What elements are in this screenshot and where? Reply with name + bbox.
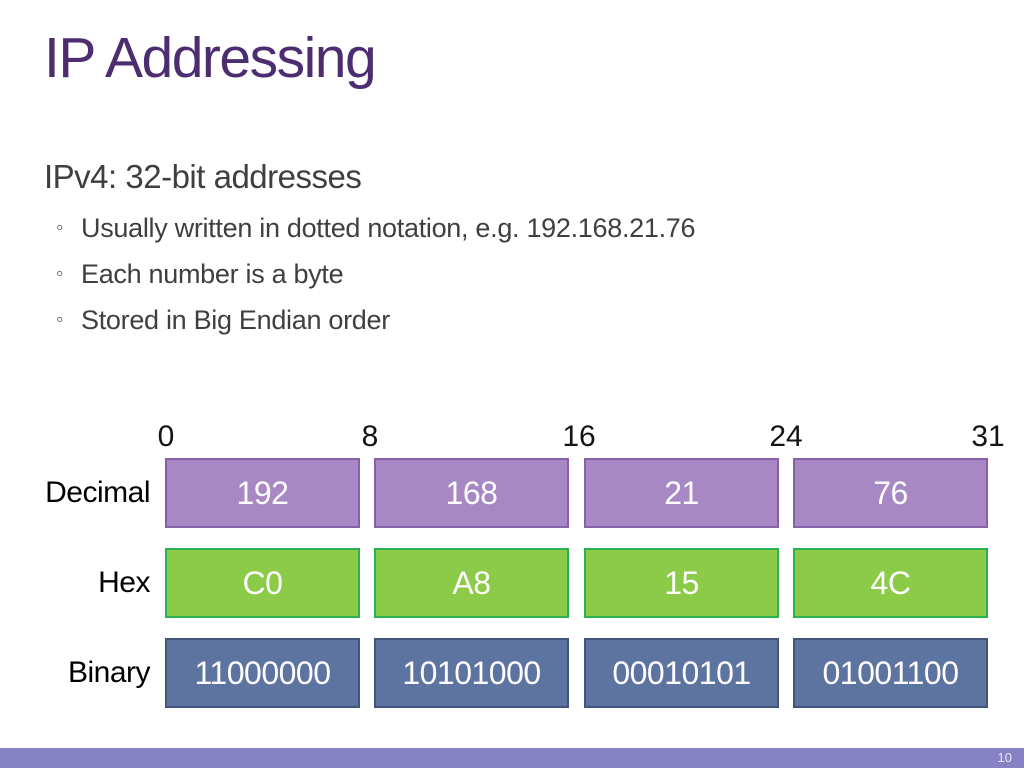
bit-label-31: 31 bbox=[971, 420, 1005, 453]
hex-row: Hex C0 A8 15 4C bbox=[0, 548, 1024, 618]
bullet-marker-icon: ◦ bbox=[56, 308, 64, 331]
bit-label-0: 0 bbox=[157, 420, 175, 453]
decimal-byte-3: 21 bbox=[584, 458, 779, 528]
binary-row-label: Binary bbox=[67, 656, 151, 689]
bit-label-16: 16 bbox=[562, 420, 596, 453]
hex-byte-4: 4C bbox=[793, 548, 988, 618]
binary-byte-2: 10101000 bbox=[374, 638, 569, 708]
bullet-item: ◦ Each number is a byte bbox=[56, 251, 695, 297]
hex-byte-3: 15 bbox=[584, 548, 779, 618]
binary-byte-4: 01001100 bbox=[793, 638, 988, 708]
bit-label-8: 8 bbox=[361, 420, 379, 453]
section-heading: IPv4: 32-bit addresses bbox=[44, 158, 362, 195]
hex-row-label: Hex bbox=[98, 566, 150, 599]
page-number: 10 bbox=[997, 750, 1012, 765]
bullet-marker-icon: ◦ bbox=[56, 262, 64, 285]
bullet-text: Each number is a byte bbox=[81, 258, 344, 289]
decimal-byte-1: 192 bbox=[165, 458, 360, 528]
binary-row: Binary 11000000 10101000 00010101 010011… bbox=[0, 638, 1024, 708]
binary-byte-1: 11000000 bbox=[165, 638, 360, 708]
slide-title: IP Addressing bbox=[44, 26, 377, 90]
bullet-marker-icon: ◦ bbox=[56, 216, 64, 239]
hex-byte-1: C0 bbox=[165, 548, 360, 618]
decimal-byte-2: 168 bbox=[374, 458, 569, 528]
bullet-text: Stored in Big Endian order bbox=[81, 304, 390, 335]
bit-label-24: 24 bbox=[769, 420, 803, 453]
bullet-list: ◦ Usually written in dotted notation, e.… bbox=[56, 205, 696, 343]
decimal-row: Decimal 192 168 21 76 bbox=[0, 458, 1024, 528]
decimal-row-label: Decimal bbox=[45, 476, 150, 509]
bullet-item: ◦ Stored in Big Endian order bbox=[56, 297, 695, 343]
decimal-byte-4: 76 bbox=[793, 458, 988, 528]
binary-byte-3: 00010101 bbox=[584, 638, 779, 708]
footer-bar: 10 bbox=[0, 748, 1024, 768]
bit-scale: 0 8 16 24 31 bbox=[0, 420, 1024, 454]
bullet-text: Usually written in dotted notation, e.g.… bbox=[81, 212, 696, 243]
hex-byte-2: A8 bbox=[374, 548, 569, 618]
bullet-item: ◦ Usually written in dotted notation, e.… bbox=[56, 205, 696, 251]
